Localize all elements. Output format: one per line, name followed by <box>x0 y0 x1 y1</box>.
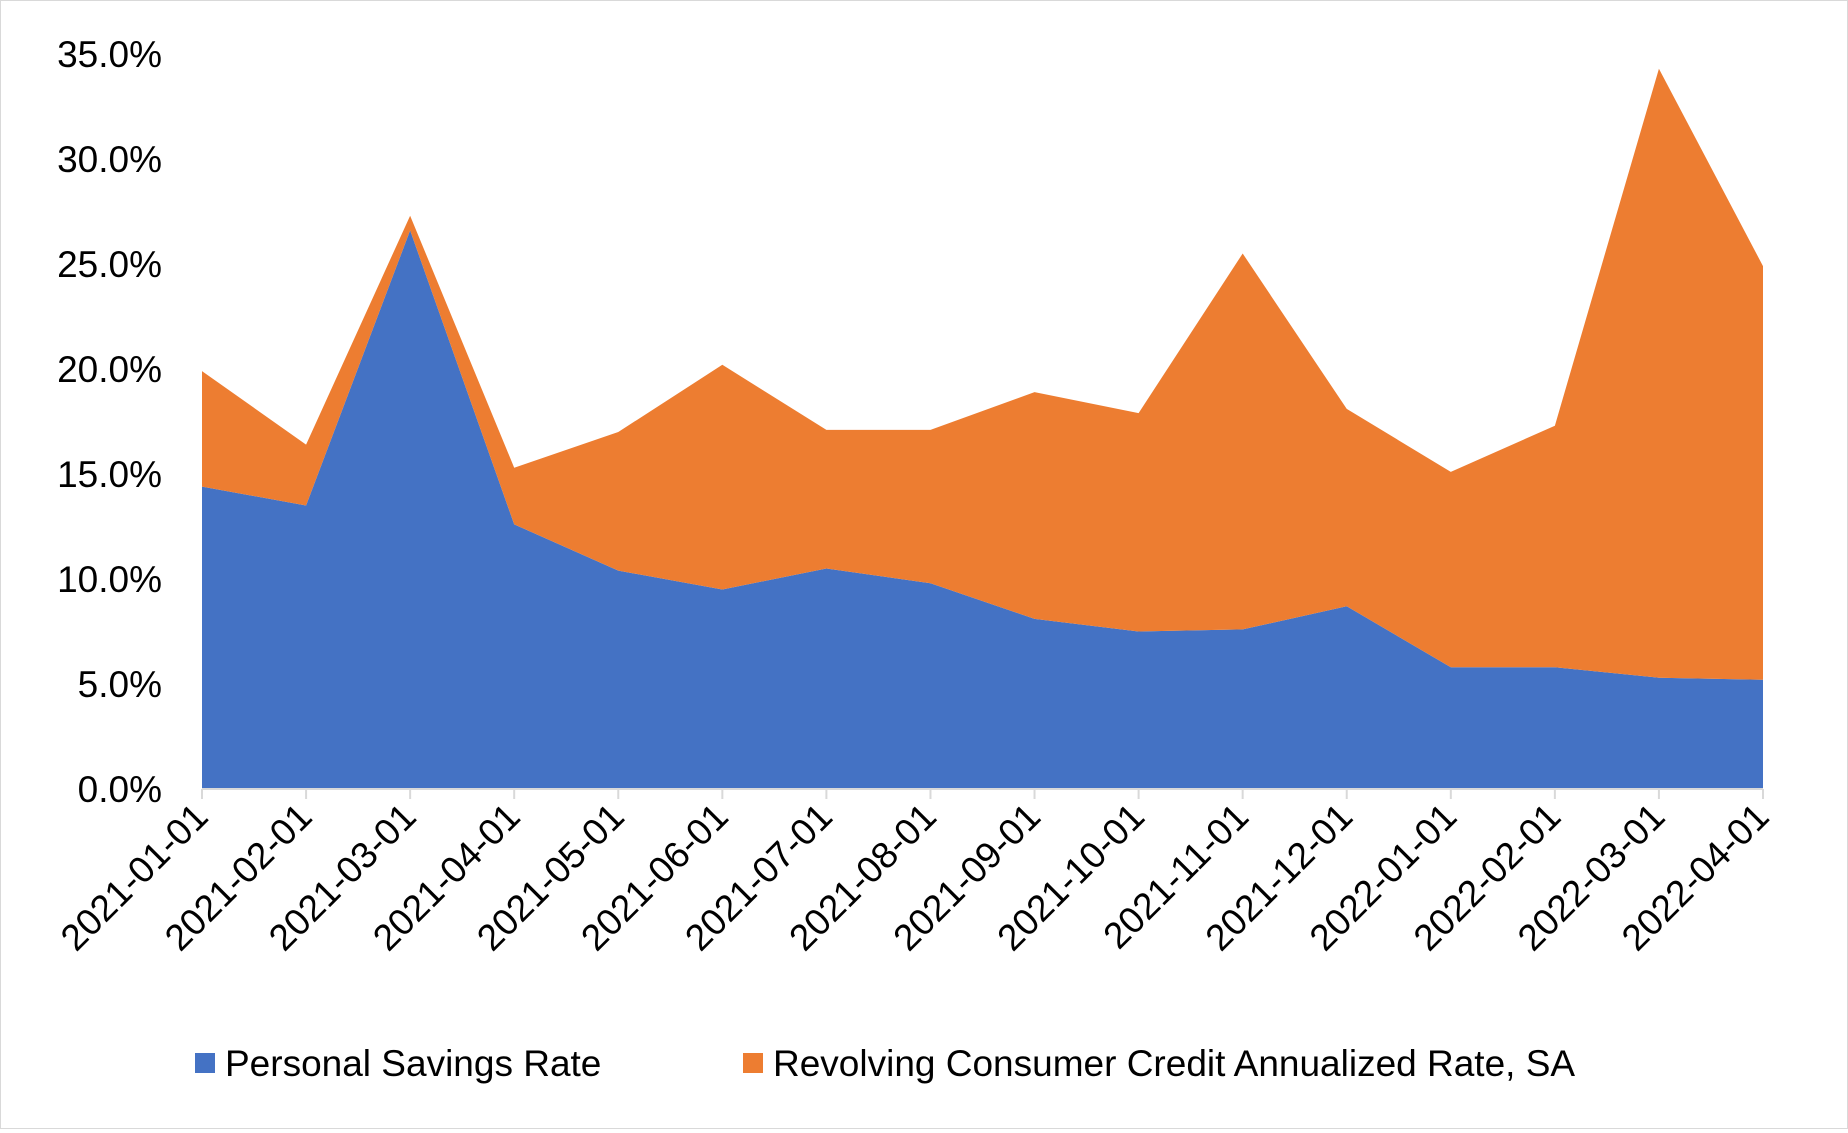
y-tick-label: 5.0% <box>78 664 162 705</box>
axes-layer <box>201 788 1764 799</box>
x-axis-tick-labels: 2021-01-012021-02-012021-03-012021-04-01… <box>53 796 1777 959</box>
legend-swatch-personal-savings-rate <box>195 1053 215 1073</box>
y-tick-label: 10.0% <box>57 559 162 600</box>
y-tick-label: 25.0% <box>57 244 162 285</box>
y-tick-label: 35.0% <box>57 34 162 75</box>
legend: Personal Savings Rate Revolving Consumer… <box>195 1043 1575 1084</box>
area-layer <box>202 68 1763 789</box>
y-tick-label: 30.0% <box>57 139 162 180</box>
y-axis-tick-labels: 0.0% 5.0% 10.0% 15.0% 20.0% 25.0% 30.0% 35.0% <box>57 34 162 810</box>
legend-label-personal-savings-rate: Personal Savings Rate <box>225 1043 601 1084</box>
y-tick-label: 20.0% <box>57 349 162 390</box>
y-tick-label: 0.0% <box>78 769 162 810</box>
legend-label-revolving-consumer-credit: Revolving Consumer Credit Annualized Rat… <box>773 1043 1575 1084</box>
area-revolving-consumer-credit-annualized-rate-sa <box>202 68 1763 680</box>
y-tick-label: 15.0% <box>57 454 162 495</box>
legend-swatch-revolving-consumer-credit <box>743 1053 763 1073</box>
area-personal-savings-rate <box>202 230 1763 789</box>
